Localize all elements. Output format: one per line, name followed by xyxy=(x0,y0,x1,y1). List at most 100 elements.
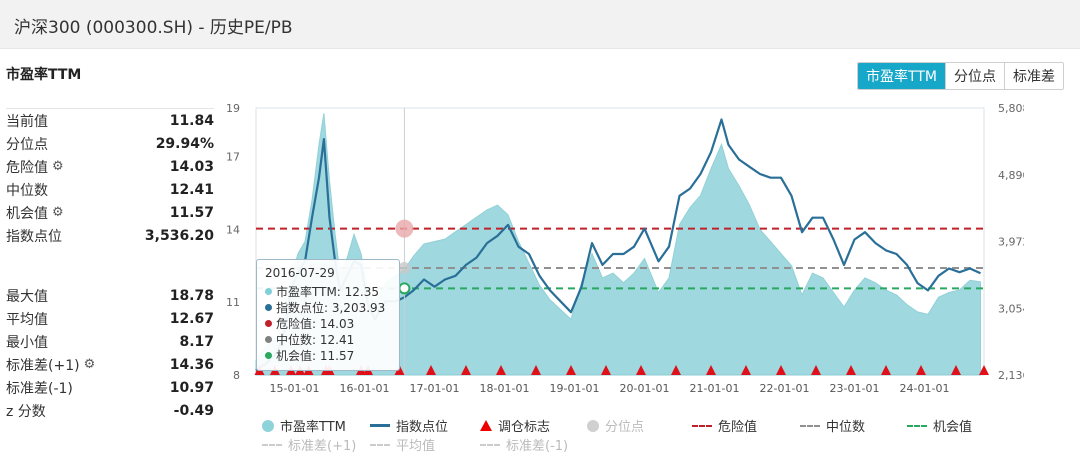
rebalance-marker xyxy=(636,365,646,375)
x-tick-label: 21-01-01 xyxy=(690,382,740,395)
tooltip-item: 中位数: 12.41 xyxy=(265,331,391,347)
stat-index: 指数点位 3,536.20 xyxy=(6,224,214,247)
y-right-tick-label: 2,136 xyxy=(998,369,1024,382)
x-tick-label: 15-01-01 xyxy=(270,382,320,395)
dot-icon xyxy=(265,287,272,295)
rebalance-marker xyxy=(741,365,751,375)
legend-mean[interactable]: 平均值 xyxy=(370,435,435,454)
tooltip-text: 市盈率TTM: 12.35 xyxy=(276,284,380,299)
tooltip-text: 危险值: 14.03 xyxy=(276,316,355,331)
x-tick-label: 16-01-01 xyxy=(340,382,390,395)
panel-title: 市盈率TTM xyxy=(6,67,82,83)
rebalance-marker xyxy=(601,365,611,375)
legend-label: 市盈率TTM xyxy=(280,420,346,435)
x-tick-label: 19-01-01 xyxy=(550,382,600,395)
stat-sd-plus: 标准差(+1) ⚙ 14.36 xyxy=(6,353,214,376)
rebalance-marker xyxy=(706,365,716,375)
stat-label: z 分数 xyxy=(6,403,46,420)
rebalance-marker xyxy=(566,365,576,375)
y-right-tick-label: 3,054 xyxy=(998,302,1024,315)
dash-line-icon xyxy=(370,443,390,446)
line-icon xyxy=(370,424,390,427)
title-bar: 沪深300 (000300.SH) - 历史PE/PB xyxy=(0,0,1080,49)
legend-label: 标准差(-1) xyxy=(506,439,569,454)
rebalance-marker xyxy=(776,365,786,375)
legend-index[interactable]: 指数点位 xyxy=(370,416,448,435)
stat-value: 18.78 xyxy=(169,287,214,304)
legend-chance[interactable]: 机会值 xyxy=(907,416,972,435)
stat-label: 标准差(-1) xyxy=(6,380,73,397)
metric-toggle-group: 市盈率TTM 分位点 标准差 xyxy=(857,62,1064,90)
dash-line-icon xyxy=(262,443,282,446)
stat-label: 危险值 xyxy=(6,159,48,176)
legend-label: 调仓标志 xyxy=(498,420,551,435)
toggle-stddev-button[interactable]: 标准差 xyxy=(1004,63,1063,89)
y-right-tick-label: 3,972 xyxy=(998,236,1024,249)
stat-label: 最小值 xyxy=(6,334,48,351)
stat-label: 平均值 xyxy=(6,311,48,328)
toggle-pe-button[interactable]: 市盈率TTM xyxy=(858,63,945,89)
stat-value: 12.41 xyxy=(169,181,214,198)
median-point xyxy=(398,261,411,274)
stat-value: 14.03 xyxy=(169,158,214,175)
x-tick-label: 20-01-01 xyxy=(620,382,670,395)
rebalance-marker xyxy=(461,365,471,375)
tooltip-item: 指数点位: 3,203.93 xyxy=(265,299,391,315)
y-left-tick-label: 14 xyxy=(226,223,240,236)
legend-label: 机会值 xyxy=(933,420,973,435)
stat-chance: 机会值 ⚙ 11.57 xyxy=(6,201,214,224)
rebalance-marker xyxy=(426,365,436,375)
y-left-tick-label: 19 xyxy=(226,102,240,115)
legend-sd-minus[interactable]: 标准差(-1) xyxy=(480,435,568,454)
legend-percentile[interactable]: 分位点 xyxy=(587,416,644,435)
y-right-tick-label: 4,890 xyxy=(998,169,1024,182)
tooltip-date: 2016-07-29 xyxy=(265,266,335,280)
chance-point xyxy=(398,282,411,295)
x-tick-label: 22-01-01 xyxy=(760,382,810,395)
triangle-icon xyxy=(480,420,492,431)
stat-median: 中位数 12.41 xyxy=(6,178,214,201)
stat-label: 最大值 xyxy=(6,288,48,305)
danger-point xyxy=(395,219,414,238)
stat-value: -0.49 xyxy=(173,402,214,419)
stat-current: 当前值 11.84 xyxy=(6,109,214,132)
rebalance-marker xyxy=(496,365,506,375)
tooltip-text: 中位数: 12.41 xyxy=(276,332,355,347)
legend-danger[interactable]: 危险值 xyxy=(692,416,757,435)
toggle-percentile-button[interactable]: 分位点 xyxy=(945,63,1004,89)
legend-pe[interactable]: 市盈率TTM xyxy=(262,416,346,435)
dash-line-icon xyxy=(907,424,927,427)
stat-percentile: 分位点 29.94% xyxy=(6,132,214,155)
legend-median[interactable]: 中位数 xyxy=(800,416,865,435)
legend-rebalance[interactable]: 调仓标志 xyxy=(480,416,550,435)
stat-value: 10.97 xyxy=(169,379,214,396)
stat-sd-minus: 标准差(-1) 10.97 xyxy=(6,376,214,399)
stat-danger: 危险值 ⚙ 14.03 xyxy=(6,155,214,178)
rebalance-marker xyxy=(671,365,681,375)
gear-icon[interactable]: ⚙ xyxy=(52,159,64,174)
y-left-tick-label: 11 xyxy=(226,296,240,309)
x-tick-label: 18-01-01 xyxy=(480,382,530,395)
legend-label: 危险值 xyxy=(718,420,758,435)
dot-icon xyxy=(265,303,272,311)
stat-value: 12.67 xyxy=(169,310,214,327)
stat-value: 8.17 xyxy=(179,333,214,350)
x-tick-label: 17-01-01 xyxy=(410,382,460,395)
x-tick-label: 23-01-01 xyxy=(830,382,880,395)
rebalance-marker xyxy=(951,365,961,375)
rebalance-marker xyxy=(531,365,541,375)
legend-label: 平均值 xyxy=(396,439,436,454)
stat-value: 14.36 xyxy=(169,356,214,373)
y-left-tick-label: 8 xyxy=(233,369,240,382)
legend-sd-plus[interactable]: 标准差(+1) xyxy=(262,435,356,454)
tooltip-text: 机会值: 11.57 xyxy=(276,348,355,363)
dash-line-icon xyxy=(800,424,820,427)
gear-icon[interactable]: ⚙ xyxy=(83,357,96,372)
stats-bottom: 最大值 18.78 平均值 12.67 最小值 8.17 标准差(+1) ⚙ 14.36 … xyxy=(6,284,214,422)
gear-icon[interactable]: ⚙ xyxy=(52,205,64,220)
circle-icon xyxy=(587,419,599,432)
stat-mean: 平均值 12.67 xyxy=(6,307,214,330)
stat-min: 最小值 8.17 xyxy=(6,330,214,353)
x-tick-label: 24-01-01 xyxy=(900,382,950,395)
stats-top: 当前值 11.84 分位点 29.94% 危险值 ⚙ 14.03 中位数 12.41 机会… xyxy=(6,108,214,247)
